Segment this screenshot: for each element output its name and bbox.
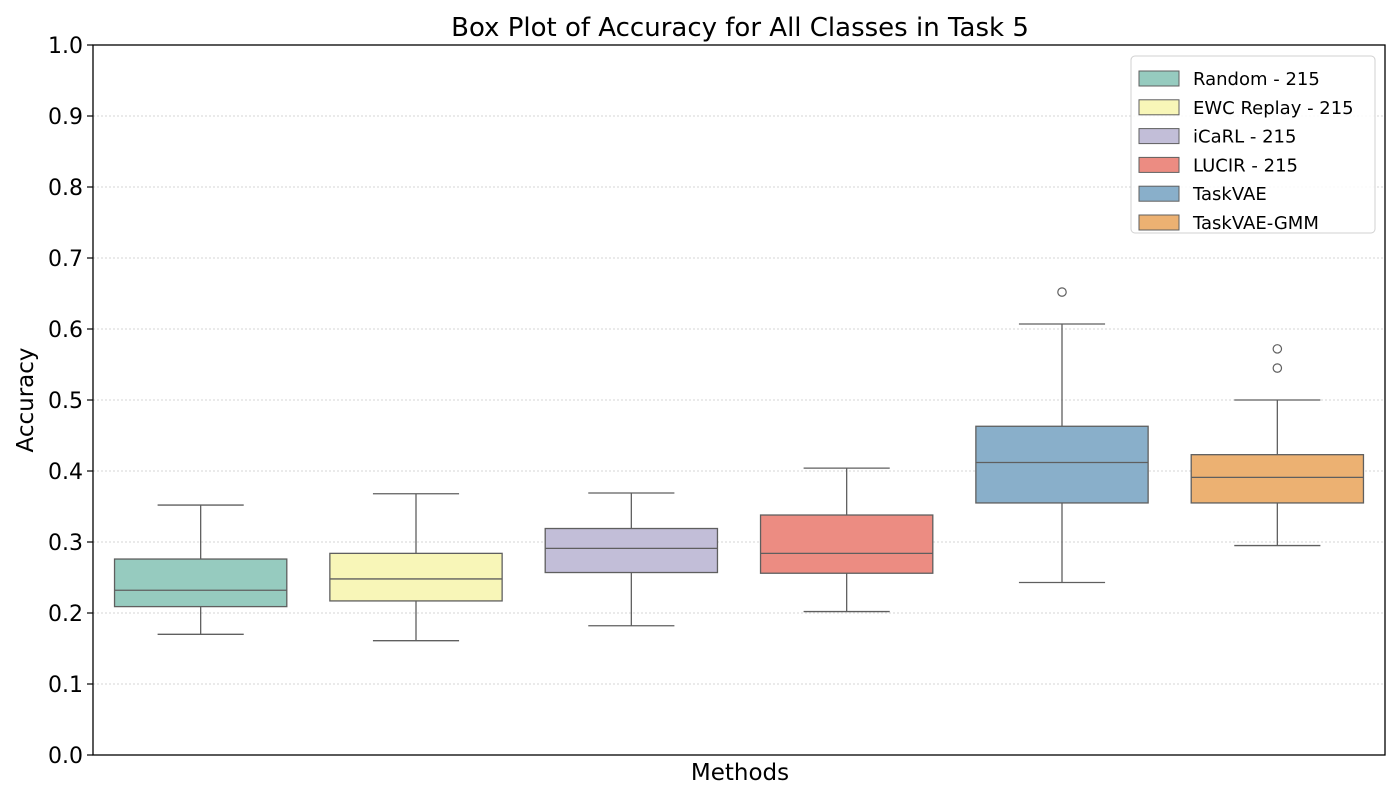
- legend-label: EWC Replay - 215: [1193, 98, 1354, 119]
- iqr-box: [975, 425, 1149, 504]
- y-tick-label: 0.2: [48, 602, 83, 627]
- y-tick-label: 0.8: [48, 176, 83, 201]
- legend-swatch: [1138, 128, 1180, 145]
- y-tick-label: 0.9: [48, 105, 83, 130]
- legend-item-2: EWC Replay - 215: [1138, 98, 1354, 119]
- legend-label: iCaRL - 215: [1193, 127, 1296, 148]
- y-tick-label: 0.4: [48, 460, 83, 485]
- legend-item-1: Random - 215: [1138, 69, 1320, 90]
- legend-label: TaskVAE: [1192, 184, 1267, 205]
- y-tick-label: 0.1: [48, 673, 83, 698]
- y-tick-label: 0.0: [48, 744, 83, 769]
- iqr-box: [329, 552, 503, 602]
- y-tick-label: 0.3: [48, 531, 83, 556]
- box-5: [975, 287, 1149, 584]
- legend-swatch: [1138, 156, 1180, 173]
- outlier-point: [1057, 287, 1067, 297]
- legend-swatch: [1138, 214, 1180, 231]
- iqr-box: [544, 527, 719, 574]
- iqr-box: [759, 514, 934, 574]
- y-tick-label: 0.5: [48, 389, 83, 414]
- x-axis-label: Methods: [691, 760, 789, 786]
- box-series: [113, 287, 1365, 642]
- box-3: [544, 492, 719, 627]
- legend-item-3: iCaRL - 215: [1138, 127, 1296, 148]
- legend-swatch: [1138, 70, 1180, 87]
- legend-label: TaskVAE-GMM: [1192, 213, 1319, 234]
- iqr-box: [1190, 454, 1365, 504]
- y-axis-label: Accuracy: [13, 347, 39, 452]
- legend-label: Random - 215: [1193, 69, 1320, 90]
- legend-label: LUCIR - 215: [1193, 155, 1298, 176]
- outlier-point: [1272, 363, 1283, 373]
- chart-title: Box Plot of Accuracy for All Classes in …: [451, 13, 1029, 43]
- box-4: [759, 467, 934, 613]
- y-tick-label: 0.7: [48, 247, 83, 272]
- legend-swatch: [1138, 185, 1180, 202]
- box-6: [1190, 344, 1365, 547]
- y-tick-label: 1.0: [48, 34, 83, 59]
- legend-frame: [1130, 55, 1376, 234]
- legend-swatch: [1138, 99, 1180, 116]
- outlier-point: [1272, 344, 1283, 354]
- legend-item-4: LUCIR - 215: [1138, 155, 1298, 176]
- box-2: [329, 493, 503, 642]
- box-1: [113, 504, 288, 635]
- y-tick-label: 0.6: [48, 318, 83, 343]
- legend: Random - 215 EWC Replay - 215 iCaRL - 215 L…: [1130, 55, 1376, 234]
- legend-item-5: TaskVAE: [1138, 184, 1267, 205]
- legend-item-6: TaskVAE-GMM: [1138, 213, 1319, 234]
- y-axis-ticks: 0.0 0.1 0.2 0.3 0.4 0.5 0.6 0.7 0.8 0.9 1.0: [48, 34, 93, 769]
- iqr-box: [113, 558, 288, 608]
